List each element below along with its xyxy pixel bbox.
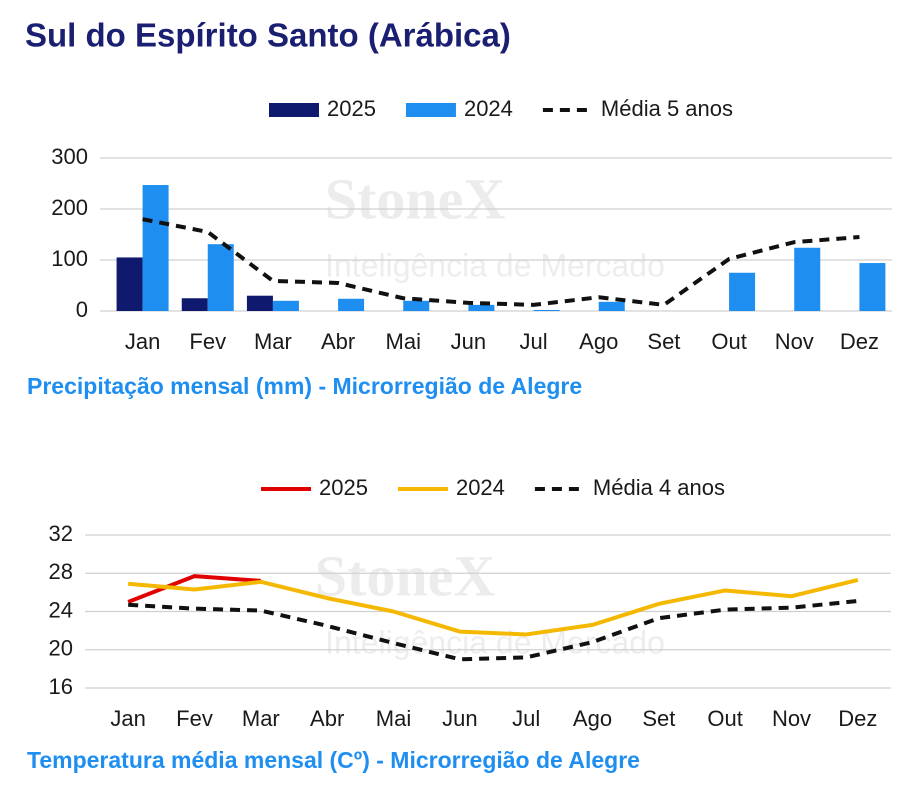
- x-tick-label: Jan: [110, 706, 145, 731]
- y-tick-label: 100: [51, 246, 88, 271]
- y-tick-label: 20: [49, 636, 73, 661]
- x-tick-label: Mar: [242, 706, 280, 731]
- bar: [729, 272, 756, 311]
- x-tick-label: Jul: [512, 706, 540, 731]
- x-tick-label: Abr: [310, 706, 344, 731]
- legend-label: Média 5 anos: [601, 96, 733, 121]
- legend-label: 2024: [464, 96, 513, 121]
- x-tick-label: Out: [711, 329, 746, 354]
- legend-label: 2025: [319, 475, 368, 500]
- legend-label: Média 4 anos: [593, 475, 725, 500]
- bar: [533, 309, 560, 311]
- bar: [246, 295, 273, 311]
- bar: [338, 298, 365, 311]
- x-tick-label: Set: [642, 706, 675, 731]
- bar: [403, 300, 430, 311]
- y-tick-label: 300: [51, 144, 88, 169]
- x-tick-label: Mai: [376, 706, 411, 731]
- bar: [116, 257, 143, 311]
- legend: 2025 2024 Média 4 anos: [261, 475, 725, 500]
- y-tick-label: 0: [76, 297, 88, 322]
- line-series: [127, 574, 261, 604]
- x-tick-label: Ago: [579, 329, 618, 354]
- watermark-tagline: Inteligência de Mercado: [325, 624, 665, 660]
- page-title: Sul do Espírito Santo (Arábica): [25, 17, 511, 54]
- watermark-brand: StoneX: [315, 543, 496, 608]
- y-tick-label: 28: [49, 559, 73, 584]
- x-tick-label: Jan: [125, 329, 160, 354]
- bar: [207, 244, 234, 311]
- y-tick-label: 24: [49, 597, 73, 622]
- x-tick-label: Fev: [176, 706, 213, 731]
- legend: 2025 2024 Média 5 anos: [269, 96, 733, 121]
- x-tick-label: Jun: [451, 329, 486, 354]
- x-tick-label: Ago: [573, 706, 612, 731]
- watermark-brand: StoneX: [325, 166, 506, 231]
- line-series: [128, 598, 859, 662]
- chart-caption: Precipitação mensal (mm) - Microrregião …: [27, 373, 582, 399]
- y-tick-label: 16: [49, 674, 73, 699]
- line-series: [127, 578, 859, 637]
- chart-caption: Temperatura média mensal (Cº) - Microrre…: [27, 747, 640, 773]
- legend-label: 2025: [327, 96, 376, 121]
- x-tick-label: Fev: [189, 329, 226, 354]
- x-tick-label: Mar: [254, 329, 292, 354]
- bar: [859, 263, 886, 311]
- bar: [272, 300, 299, 311]
- bar: [794, 247, 821, 311]
- x-tick-label: Nov: [775, 329, 814, 354]
- bar: [142, 185, 169, 311]
- x-tick-label: Out: [707, 706, 742, 731]
- x-tick-label: Jun: [442, 706, 477, 731]
- x-tick-label: Dez: [838, 706, 877, 731]
- watermark-tagline: Inteligência de Mercado: [325, 247, 665, 283]
- y-tick-label: 32: [49, 521, 73, 546]
- line-series: [142, 217, 860, 307]
- x-tick-label: Set: [647, 329, 680, 354]
- y-tick-label: 200: [51, 195, 88, 220]
- x-tick-label: Dez: [840, 329, 879, 354]
- bar: [468, 304, 495, 311]
- bar: [598, 301, 625, 311]
- x-tick-label: Abr: [321, 329, 355, 354]
- legend-swatch: [405, 103, 456, 117]
- bar: [181, 298, 208, 311]
- x-tick-label: Nov: [772, 706, 811, 731]
- legend-swatch: [269, 103, 319, 117]
- x-tick-label: Jul: [520, 329, 548, 354]
- legend-label: 2024: [456, 475, 505, 500]
- x-tick-label: Mai: [386, 329, 421, 354]
